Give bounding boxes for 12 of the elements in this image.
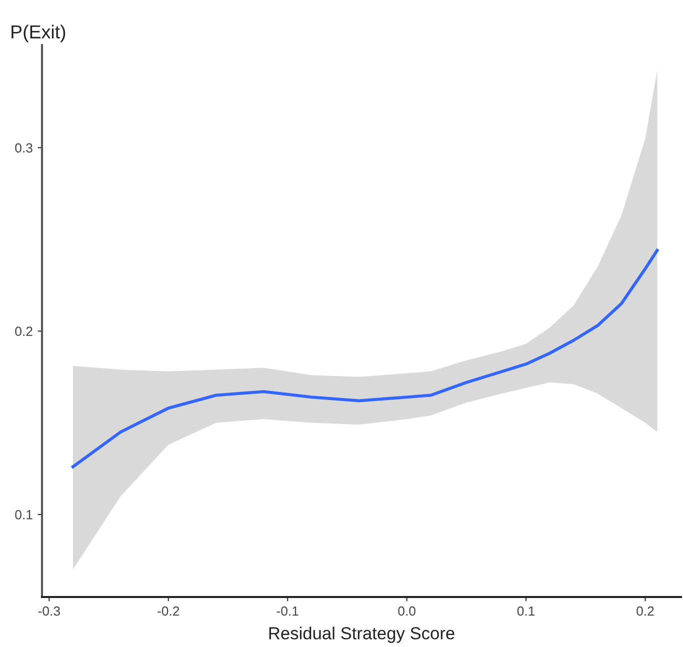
y-tick-label: 0.1 — [15, 510, 32, 520]
x-axis-title: Residual Strategy Score — [269, 626, 454, 643]
y-tick-label: 0.3 — [15, 143, 32, 153]
x-tick-label: 0.1 — [517, 606, 535, 616]
x-tick-label: 0.0 — [398, 606, 416, 616]
x-tick-label: 0.2 — [636, 606, 654, 616]
line-series — [71, 248, 659, 468]
x-tick-label: -0.3 — [38, 606, 60, 616]
y-tick-label: 0.2 — [15, 326, 32, 336]
x-tick-label: -0.2 — [158, 606, 180, 616]
y-axis-title: P(Exit) — [12, 24, 66, 42]
x-tick-label: -0.1 — [276, 606, 298, 616]
